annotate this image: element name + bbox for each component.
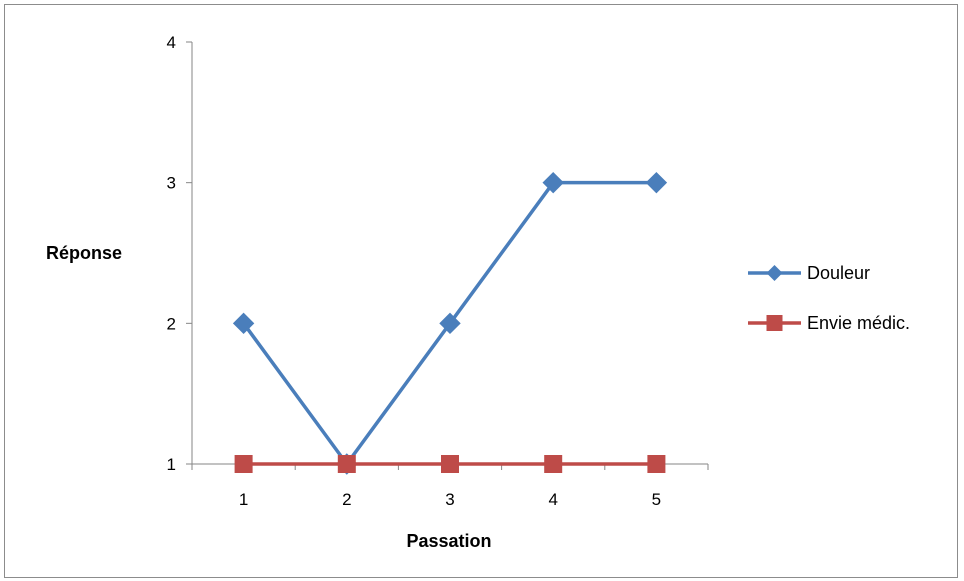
x-axis-title: Passation — [406, 531, 491, 551]
data-point-douleur — [645, 171, 668, 194]
y-tick-label: 3 — [167, 174, 176, 193]
y-tick-label: 4 — [167, 33, 176, 52]
legend-label-envie-m-dic: Envie médic. — [807, 313, 910, 333]
data-point-envie-m-dic — [647, 455, 666, 473]
x-tick-label: 4 — [548, 490, 557, 509]
x-tick-label: 1 — [239, 490, 248, 509]
y-tick-label: 1 — [167, 455, 176, 474]
data-point-envie-m-dic — [337, 455, 356, 473]
data-point-envie-m-dic — [441, 455, 459, 473]
data-point-envie-m-dic — [544, 455, 563, 473]
x-tick-label: 5 — [652, 490, 661, 509]
x-tick-labels: 1 2 3 4 5 — [239, 490, 661, 509]
chart-frame — [4, 4, 958, 578]
data-point-envie-m-dic — [234, 455, 253, 473]
data-point-douleur — [542, 171, 564, 194]
axes — [186, 41, 709, 470]
x-tick-label: 3 — [445, 490, 454, 509]
y-tick-labels: 1 2 3 4 — [167, 33, 176, 474]
legend-marker-douleur — [766, 265, 783, 281]
series-group — [232, 171, 668, 475]
data-point-douleur — [232, 312, 255, 335]
y-tick-label: 2 — [167, 314, 176, 333]
legend: Douleur Envie médic. — [748, 263, 910, 333]
x-tick-label: 2 — [342, 490, 351, 509]
y-axis-title: Réponse — [46, 243, 122, 263]
legend-marker-envie-m-dic — [766, 315, 783, 331]
data-point-douleur — [439, 312, 461, 335]
legend-label-douleur: Douleur — [807, 263, 870, 283]
